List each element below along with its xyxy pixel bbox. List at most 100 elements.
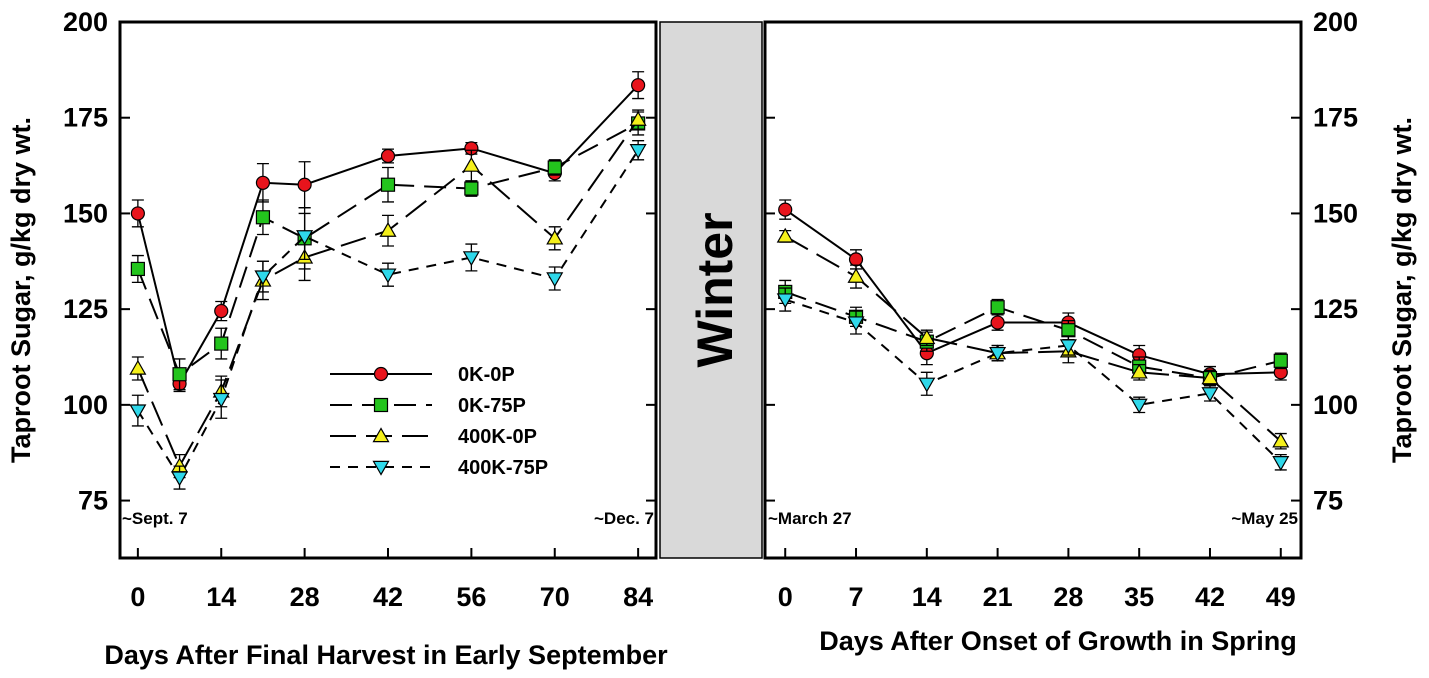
left-x-tick-label: 28 xyxy=(290,582,320,612)
right-point-400K-0P xyxy=(1201,369,1219,385)
right-point-0K-75P xyxy=(1273,353,1288,368)
left-x-tick-label: 42 xyxy=(373,582,403,612)
left-point-400K-75P xyxy=(129,404,147,420)
left-point-400K-75P xyxy=(379,268,397,284)
left-point-0K-0P xyxy=(130,206,145,221)
left-point-400K-0P xyxy=(462,156,480,172)
legend-marker-0K-0P xyxy=(373,366,389,382)
right-point-0K-75P xyxy=(990,300,1005,315)
right-point-400K-75P xyxy=(1201,387,1219,403)
right-point-400K-0P xyxy=(1130,363,1148,379)
left-series-400K-75P xyxy=(129,140,647,490)
left-y-tick-label: 125 xyxy=(63,294,108,324)
right-point-0K-75P xyxy=(1061,323,1076,338)
right-point-400K-75P xyxy=(989,346,1007,362)
left-y-tick-label: 200 xyxy=(63,7,108,37)
right-series xyxy=(776,199,1290,471)
legend-marker-400K-75P xyxy=(372,460,390,476)
left-x-tick-label: 14 xyxy=(206,582,236,612)
right-x-tick-label: 42 xyxy=(1195,582,1225,612)
left-series xyxy=(129,71,647,490)
left-point-0K-75P xyxy=(214,336,229,351)
left-point-0K-0P xyxy=(255,175,271,190)
right-x-tick-label: 28 xyxy=(1053,582,1083,612)
right-point-400K-75P xyxy=(918,377,936,393)
right-start-date: ~March 27 xyxy=(768,509,852,528)
left-point-0K-75P xyxy=(380,177,396,192)
right-end-date: ~May 25 xyxy=(1231,509,1298,528)
left-point-400K-0P xyxy=(546,229,564,245)
left-start-date: ~Sept. 7 xyxy=(122,509,188,528)
left-point-0K-75P xyxy=(172,367,187,382)
right-series-400K-75P xyxy=(776,287,1290,471)
right-point-400K-0P xyxy=(918,329,936,345)
right-line-0K-75P xyxy=(784,290,1282,380)
left-point-400K-75P xyxy=(296,230,314,246)
legend: 0K-0P 0K-75P 400K-0P 400K-75P xyxy=(330,364,548,479)
right-point-400K-75P xyxy=(1059,339,1077,355)
left-point-400K-75P xyxy=(254,270,272,286)
left-plot-frame xyxy=(118,20,658,560)
right-point-400K-0P xyxy=(776,227,794,243)
left-line-400K-0P xyxy=(136,119,639,469)
left-y-axis-label: Taproot Sugar, g/kg dry wt. xyxy=(6,117,36,463)
legend-label-0K-0P: 0K-0P xyxy=(458,364,515,386)
right-y-tick-label: 200 xyxy=(1313,7,1358,37)
right-line-0K-0P xyxy=(784,208,1281,376)
left-x-axis-label: Days After Final Harvest in Early Septem… xyxy=(104,640,668,670)
right-x-tick-label: 49 xyxy=(1266,582,1296,612)
left-point-0K-0P xyxy=(631,78,646,93)
right-point-400K-75P xyxy=(1130,398,1148,414)
right-x-tick-label: 21 xyxy=(983,582,1013,612)
winter-label: Winter xyxy=(687,212,743,367)
legend-marker-400K-0P xyxy=(372,427,390,443)
left-point-400K-0P xyxy=(129,359,147,375)
right-y-tick-label: 100 xyxy=(1313,390,1358,420)
right-point-400K-0P xyxy=(847,267,865,283)
legend-label-400K-0P: 400K-0P xyxy=(458,426,537,448)
right-x-tick-label: 7 xyxy=(849,582,864,612)
left-point-400K-75P xyxy=(629,144,647,159)
right-line-400K-75P xyxy=(784,298,1282,464)
right-plot-frame xyxy=(763,20,1303,560)
left-axes: 75 100 125 150 175 200 0 14 28 42 56 70 84 xyxy=(63,7,656,612)
winter-block xyxy=(659,21,763,559)
right-x-axis-label: Days After Onset of Growth in Spring xyxy=(819,626,1297,656)
left-x-tick-label: 56 xyxy=(456,582,486,612)
left-y-tick-label: 75 xyxy=(78,486,108,516)
right-x-tick-label: 35 xyxy=(1124,582,1154,612)
left-x-tick-label: 84 xyxy=(623,582,653,612)
left-point-400K-0P xyxy=(379,221,397,237)
left-point-0K-0P xyxy=(297,177,312,192)
right-line-400K-0P xyxy=(784,235,1282,442)
right-y-axis-label: Taproot Sugar, g/kg dry wt. xyxy=(1387,117,1417,463)
left-point-400K-75P xyxy=(462,251,480,267)
left-line-0K-75P xyxy=(136,122,639,376)
left-line-400K-75P xyxy=(137,149,639,480)
left-point-400K-75P xyxy=(212,392,230,408)
left-y-tick-label: 100 xyxy=(63,390,108,420)
right-point-400K-0P xyxy=(1272,432,1290,448)
left-end-date: ~Dec. 7 xyxy=(594,509,654,528)
right-axes: 75 100 125 150 175 200 0 7 14 21 28 35 42 49 xyxy=(765,7,1358,612)
legend-marker-0K-75P xyxy=(373,397,389,413)
left-point-0K-0P xyxy=(380,148,396,164)
left-x-tick-label: 0 xyxy=(130,582,145,612)
right-series-0K-0P xyxy=(778,199,1288,383)
left-point-0K-75P xyxy=(255,210,271,225)
left-point-400K-75P xyxy=(546,272,564,288)
left-point-400K-0P xyxy=(629,110,647,126)
left-point-0K-75P xyxy=(130,261,145,277)
right-y-tick-label: 150 xyxy=(1313,198,1358,228)
left-series-0K-75P xyxy=(130,111,646,391)
left-series-400K-0P xyxy=(129,109,647,479)
legend-label-400K-75P: 400K-75P xyxy=(458,457,548,479)
right-y-tick-label: 175 xyxy=(1313,103,1358,133)
left-y-tick-label: 175 xyxy=(63,103,108,133)
left-point-0K-75P xyxy=(547,160,562,175)
right-point-0K-0P xyxy=(778,202,793,217)
right-point-400K-75P xyxy=(1272,456,1290,471)
right-x-tick-label: 0 xyxy=(778,582,793,612)
right-point-0K-0P xyxy=(848,252,864,267)
